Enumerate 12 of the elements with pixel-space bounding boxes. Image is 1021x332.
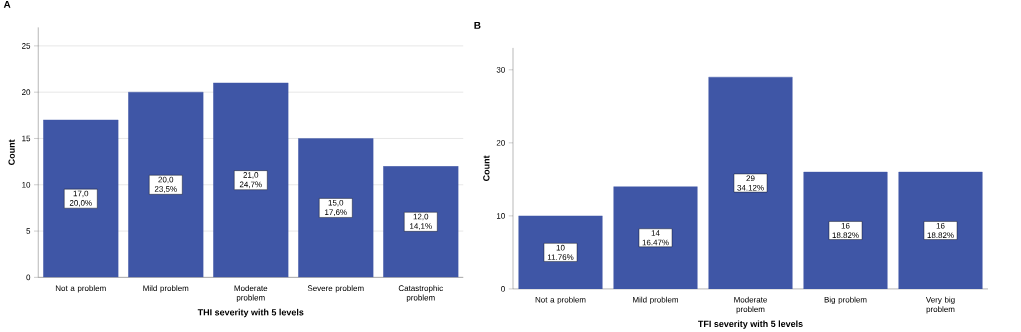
- bar: [43, 119, 119, 278]
- chart-title: A: [3, 1, 11, 8]
- chart-title: B: [474, 21, 481, 29]
- bar: [613, 186, 698, 289]
- y-axis-title: Count: [483, 155, 490, 181]
- x-axis-title: TFI severity with 5 levels: [698, 320, 803, 329]
- bar: [213, 82, 289, 278]
- bar: [383, 166, 459, 278]
- x-axis-title: THI severity with 5 levels: [197, 308, 304, 318]
- y-axis-title: Count: [8, 139, 15, 165]
- bar: [518, 215, 603, 289]
- bar: [298, 138, 374, 278]
